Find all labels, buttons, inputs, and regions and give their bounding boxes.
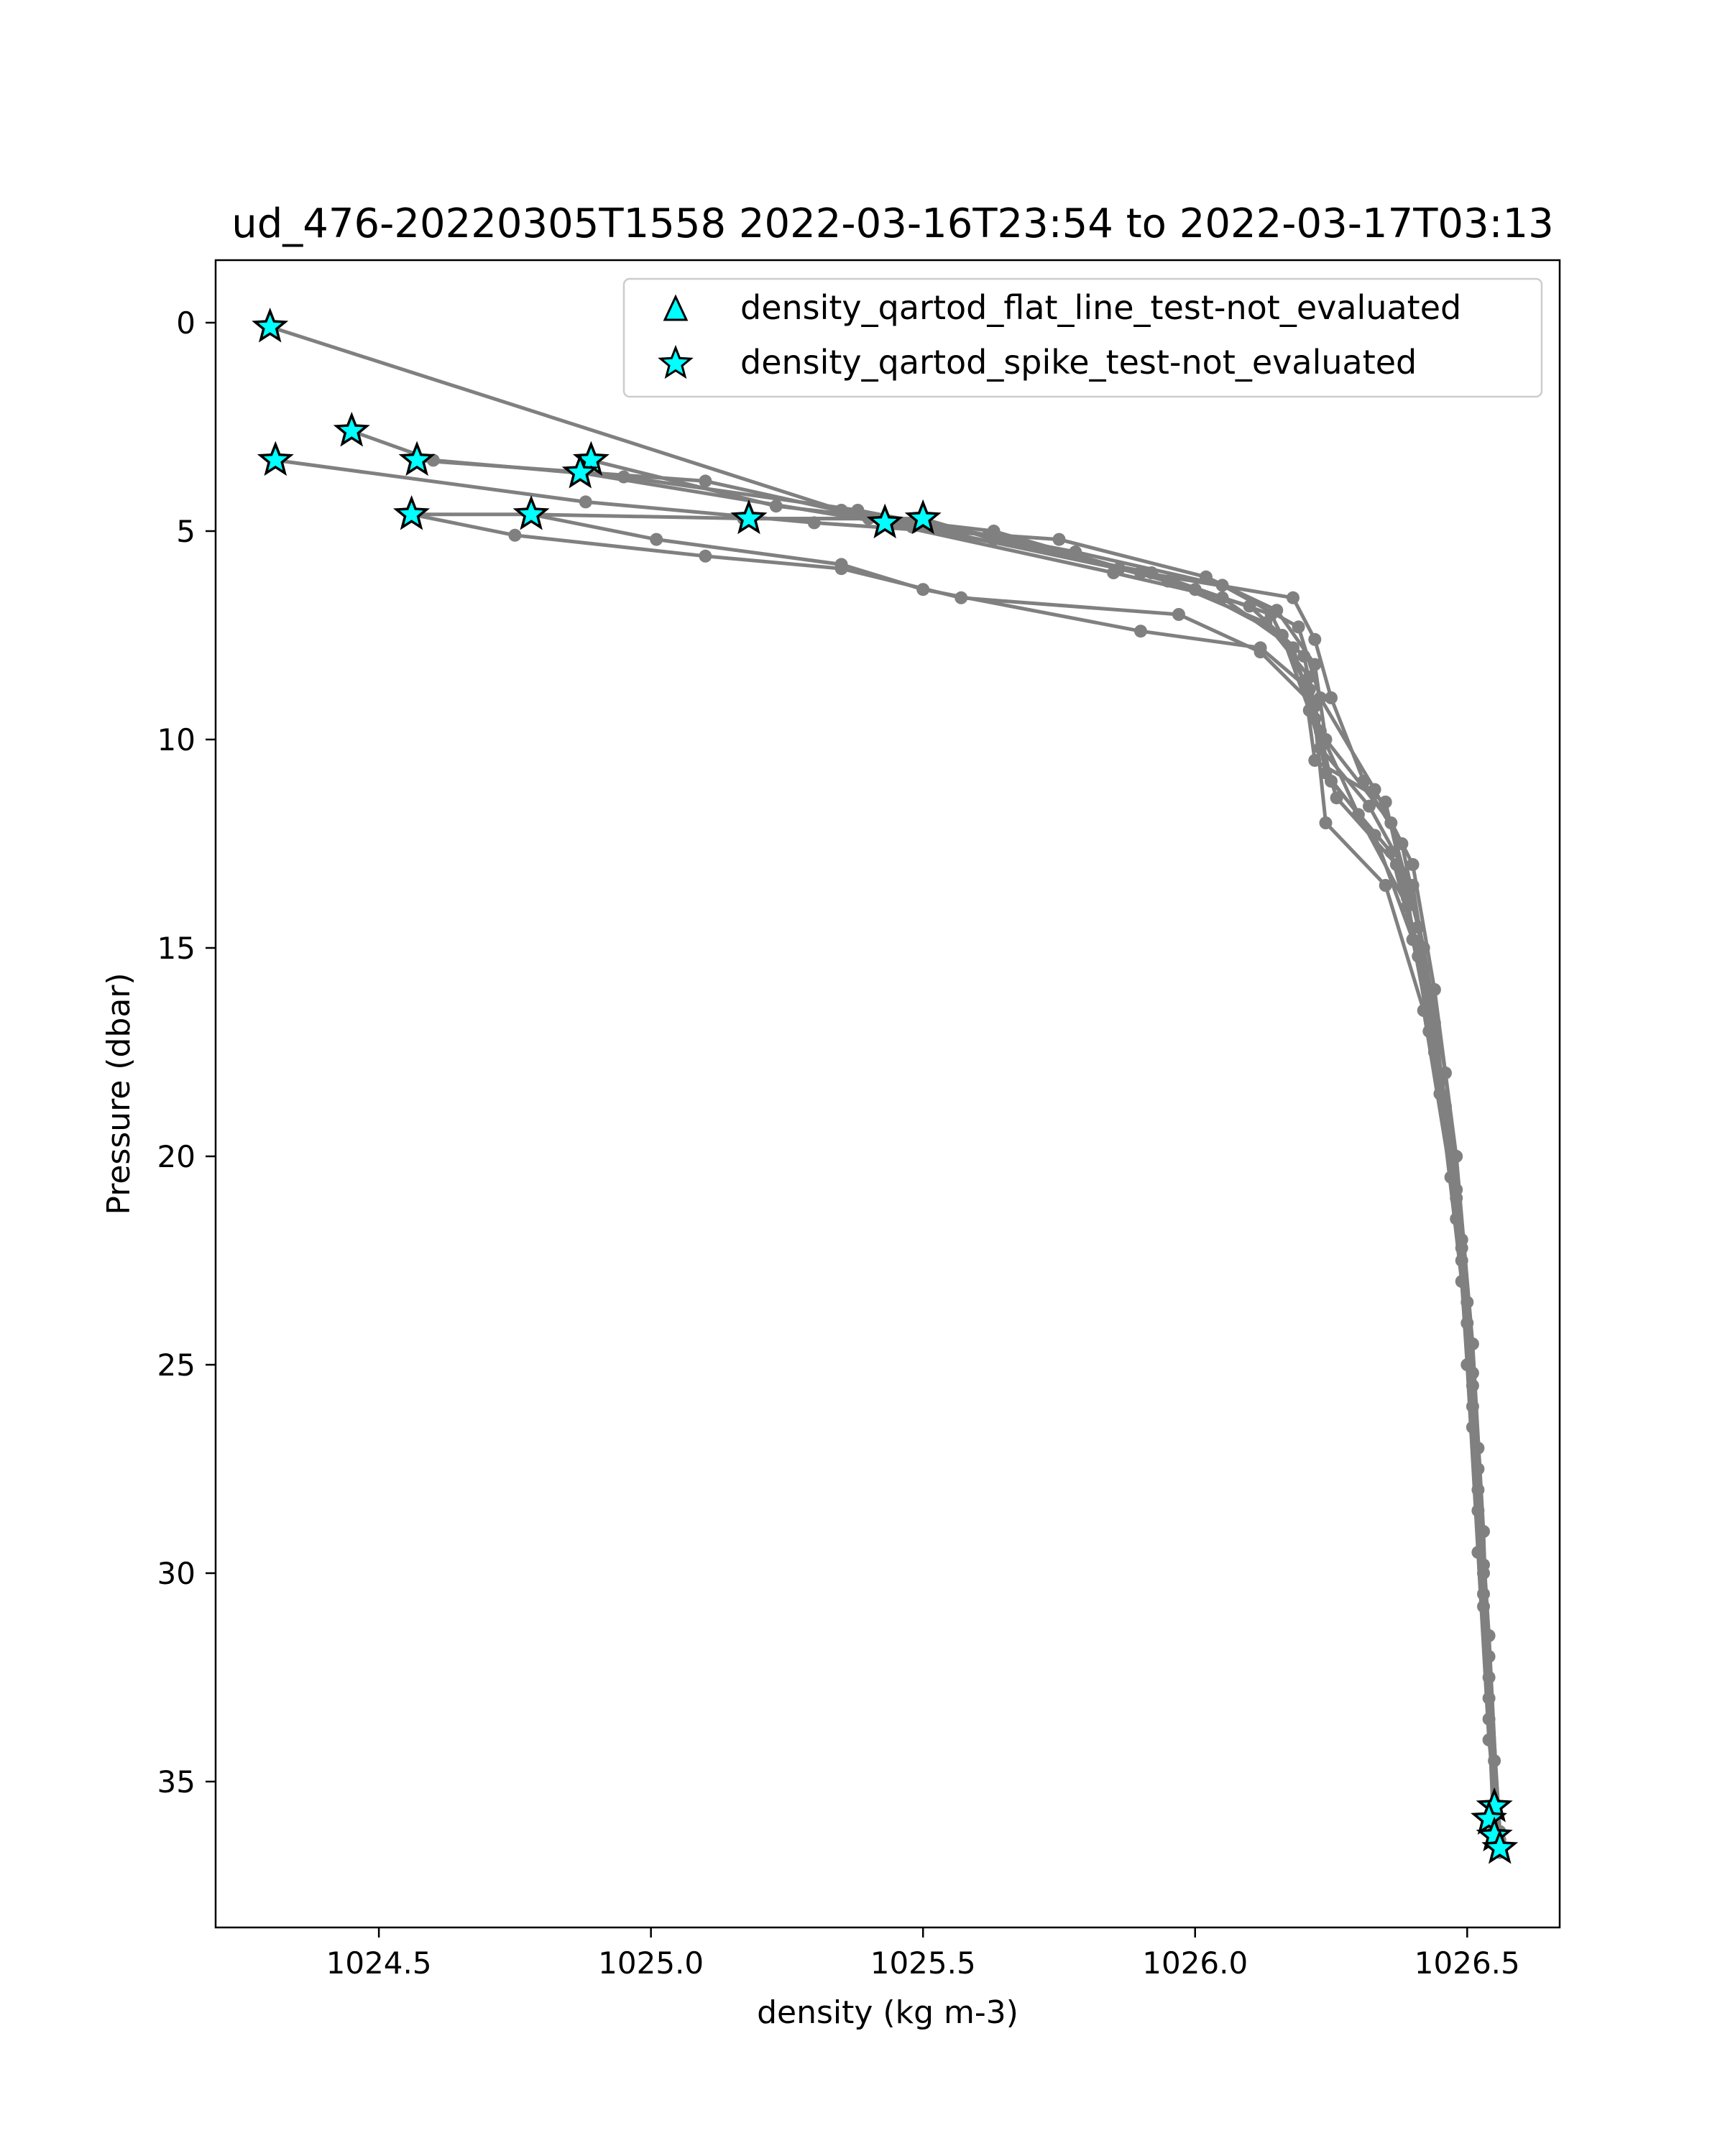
profile-9-point-3: [834, 558, 848, 571]
y-axis-label: Pressure (dbar): [101, 972, 137, 1215]
y-tick-label-4: 15: [157, 931, 196, 966]
profile-10-point-7: [1313, 741, 1327, 755]
profile-9-point-9: [1368, 829, 1381, 842]
profile-9-point-4: [916, 583, 930, 596]
profile-8-point-6: [1172, 608, 1185, 621]
y-tick-label-8: 35: [157, 1764, 196, 1800]
profile-1-point-4: [1287, 591, 1300, 604]
x-tick-label-2: 1025.0: [598, 1945, 704, 1981]
profile-10-point-12: [1466, 1366, 1479, 1380]
profile-9-point-10: [1406, 933, 1420, 946]
flagged-star-marker-3: [257, 441, 294, 476]
profile-10-point-11: [1450, 1183, 1463, 1197]
profile-10-point-14: [1488, 1754, 1501, 1767]
profile-3-point-4: [1052, 533, 1066, 546]
profile-7-point-8: [1297, 650, 1311, 663]
profile-10-point-10: [1427, 1016, 1441, 1030]
legend-frame: [622, 277, 1543, 398]
x-tick-label-4: 1026.0: [1142, 1945, 1248, 1981]
x-axis-label: density (kg m-3): [757, 1994, 1018, 2031]
profile-4-point-8: [1379, 796, 1392, 808]
flagged-star-marker-13: [1471, 1800, 1508, 1835]
flagged-star-marker-8: [512, 495, 550, 530]
profile-6-point-7: [1319, 816, 1333, 829]
profile-10-point-13: [1477, 1558, 1490, 1572]
profile-10-point-8: [1363, 799, 1376, 813]
profile-10-point-5: [1259, 616, 1273, 630]
y-tick-label-5: 20: [157, 1139, 196, 1174]
profile-7-point-7: [1243, 599, 1256, 613]
x-tick-label-3: 1025.5: [870, 1945, 976, 1981]
profile-10-point-9: [1406, 879, 1420, 892]
y-tick-label-6: 25: [157, 1348, 196, 1383]
x-axis: 1024.5 1025.0 1025.5 1026.0 1026.5: [326, 1927, 1520, 1981]
profile-6-point-8: [1379, 879, 1392, 892]
flagged-star-marker-7: [393, 494, 431, 530]
profile-9-point-5: [1134, 625, 1147, 638]
profile-8-point-3: [699, 549, 712, 563]
flagged-star-marker-10: [866, 503, 903, 539]
profile-5-point-7: [1330, 791, 1343, 805]
y-tick-label-1: 0: [176, 305, 196, 341]
legend: density_qartod_flat_line_test-not_evalua…: [622, 277, 1543, 398]
profile-1-point-5: [1308, 632, 1322, 646]
flagged-star-marker-11: [904, 499, 942, 535]
y-tick-label-7: 30: [157, 1556, 196, 1591]
profile-10-point-2: [862, 512, 875, 525]
profile-4-point-2: [699, 474, 712, 488]
profile-2-point-10: [1406, 858, 1420, 871]
chart-title: ud_476-20220305T1558 2022-03-16T23:54 to…: [231, 201, 1554, 247]
plot-area: [252, 308, 1519, 1864]
profile-9-point-8: [1319, 766, 1333, 780]
profile-9-point-2: [650, 533, 663, 546]
x-tick-label-5: 1026.5: [1414, 1945, 1520, 1981]
flagged-star-marker-6: [561, 453, 599, 489]
profile-1-point-6: [1325, 691, 1338, 704]
x-tick-label-1: 1024.5: [326, 1945, 432, 1981]
flagged-star-marker-15: [1481, 1829, 1519, 1864]
profile-10-point-6: [1302, 671, 1316, 683]
profile-9-point-6: [1254, 641, 1267, 655]
profile-3-point-2: [579, 495, 592, 509]
legend-star-marker: [658, 344, 694, 379]
profile-2-point-7: [1292, 620, 1305, 634]
legend-label-flat-line: density_qartod_flat_line_test-not_evalua…: [740, 288, 1461, 327]
y-axis: 0 5 10 15 20 25 30 35: [157, 305, 216, 1800]
flagged-star-marker-4: [398, 441, 436, 476]
legend-label-spike: density_qartod_spike_test-not_evaluated: [740, 343, 1417, 382]
y-tick-label-3: 10: [157, 722, 196, 757]
legend-triangle-marker: [663, 294, 689, 321]
flagged-star-marker-9: [730, 499, 768, 535]
profile-10-point-3: [982, 528, 995, 542]
plot-frame: [214, 259, 1561, 1929]
flagged-star-marker-1: [252, 308, 289, 343]
flagged-star-marker-2: [333, 412, 370, 447]
y-tick-label-2: 5: [176, 514, 196, 549]
profile-9-point-14: [1477, 1600, 1490, 1613]
profile-3-point-5: [1199, 570, 1213, 584]
profile-10-point-4: [1161, 574, 1174, 588]
profile-3-point-7: [1308, 658, 1322, 671]
profile-8-point-2: [508, 528, 522, 542]
